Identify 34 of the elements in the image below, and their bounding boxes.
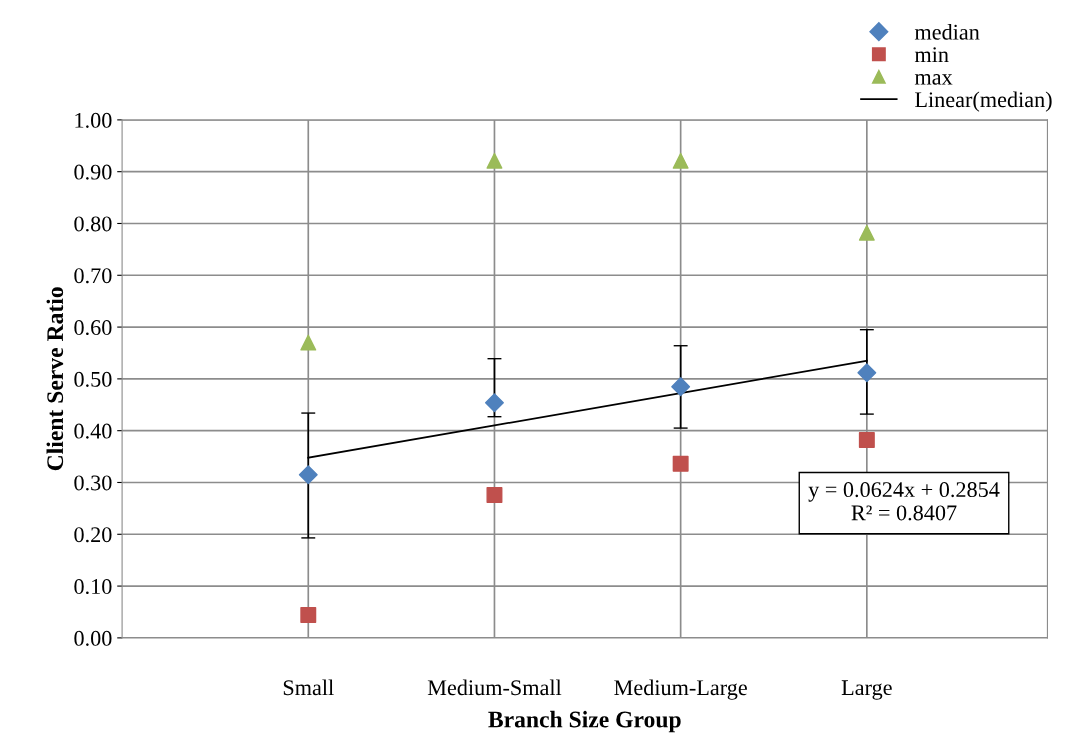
point: [484, 393, 504, 413]
y-tick-label: 0.70: [74, 268, 112, 284]
y-tick-label: 0.00: [74, 630, 112, 646]
legend-label: max: [914, 74, 953, 85]
point: [671, 377, 691, 397]
legend-label: median: [914, 24, 980, 40]
point: [672, 152, 689, 169]
y-tick-label: 0.90: [74, 164, 112, 180]
point: [486, 486, 503, 503]
y-tick-label: 0.30: [74, 475, 112, 491]
y-tick-label: 0.10: [74, 579, 112, 595]
y-tick-label: 0.60: [74, 320, 112, 336]
point: [300, 334, 317, 351]
y-tick-label: 0.20: [74, 527, 112, 543]
x-tick-label: Medium-Large: [614, 679, 747, 700]
annotation: y = 0.0624x + 0.2854 R² = 0.8407: [808, 482, 1000, 521]
point: [672, 455, 689, 472]
y-tick-label: 0.50: [74, 371, 112, 387]
y-tick-label: 1.00: [75, 112, 112, 128]
point: [858, 224, 875, 241]
point: [300, 607, 317, 624]
point: [486, 152, 503, 169]
x-tick-label: Large: [841, 680, 892, 700]
x-tick-label: Medium-Small: [427, 679, 562, 696]
legend-label: min: [914, 47, 949, 62]
point: [298, 465, 318, 485]
point: [858, 432, 875, 448]
legend-label: Linear(median): [915, 91, 1052, 112]
y-axis-title: Client Serve Ratio: [46, 287, 64, 471]
x-tick-label: Small: [283, 679, 334, 696]
point: [857, 363, 877, 383]
y-tick-label: 0.80: [74, 216, 112, 232]
y-tick-label: 0.40: [74, 423, 112, 439]
x-axis-title: Branch Size Group: [488, 710, 681, 733]
